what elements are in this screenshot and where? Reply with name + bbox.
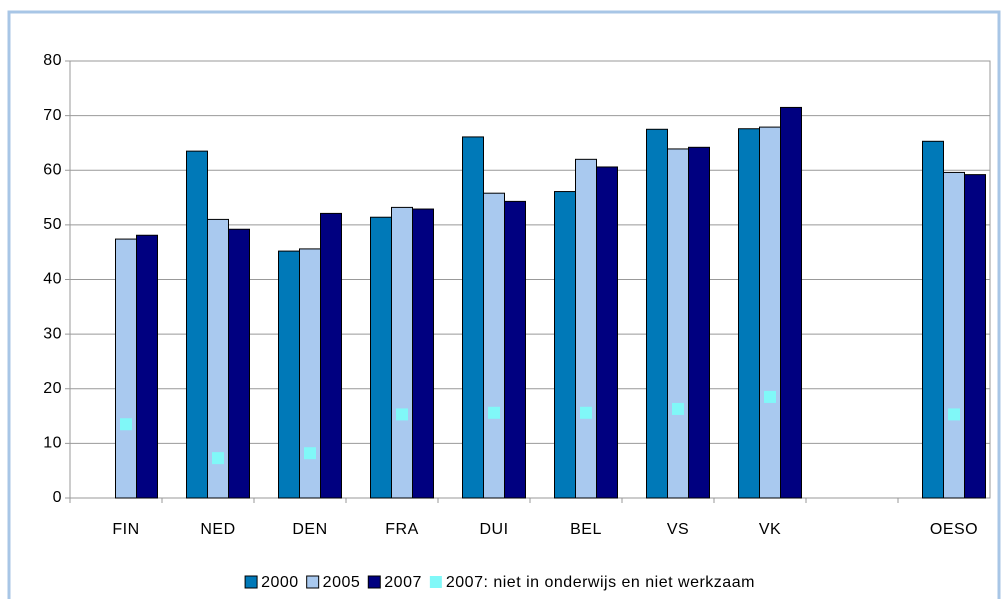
y-tick-label: 70 (43, 107, 62, 124)
y-tick-label: 40 (43, 271, 62, 288)
bar (320, 212, 342, 499)
legend-label: 2007 (384, 574, 422, 591)
bar (667, 148, 689, 499)
marker (672, 402, 684, 415)
bar (780, 106, 802, 499)
bar (504, 200, 526, 499)
x-tick-label: VK (759, 521, 781, 538)
bar (554, 191, 576, 499)
y-tick-label: 10 (43, 435, 62, 452)
y-tick-label: 20 (43, 380, 62, 397)
y-tick-label: 50 (43, 216, 62, 233)
bar (738, 128, 760, 499)
bar (483, 192, 505, 499)
marker (948, 408, 960, 421)
marker (120, 418, 132, 431)
x-tick-label: FRA (385, 521, 419, 538)
marker (580, 406, 592, 419)
marker (764, 390, 776, 403)
marker (396, 408, 408, 421)
y-tick-label: 80 (43, 52, 62, 69)
bar (115, 238, 137, 499)
legend-swatch (367, 575, 381, 589)
y-tick-label: 30 (43, 325, 62, 342)
bar (646, 128, 668, 499)
bar (575, 158, 597, 499)
legend-swatch (306, 575, 320, 589)
bar (299, 248, 321, 499)
legend-label: 2000 (261, 574, 299, 591)
marker (488, 406, 500, 419)
x-tick-label: OESO (930, 521, 978, 538)
bar (228, 228, 250, 499)
x-tick-label: DUI (479, 521, 508, 538)
bar (370, 216, 392, 499)
x-tick-label: FIN (112, 521, 139, 538)
marker (212, 452, 224, 465)
legend: 2000 2005 2007 2007: niet in onderwijs en n… (244, 574, 755, 591)
bar (922, 140, 944, 499)
bar (186, 150, 208, 499)
bar (278, 250, 300, 499)
bar (964, 174, 986, 499)
bar (462, 136, 484, 499)
bar (136, 234, 158, 499)
bar (596, 166, 618, 499)
y-tick-label: 60 (43, 161, 62, 178)
x-tick-label: BEL (570, 521, 602, 538)
marker (304, 447, 316, 460)
bar (688, 146, 710, 499)
x-tick-label: DEN (292, 521, 327, 538)
legend-label: 2007: niet in onderwijs en niet werkzaam (446, 574, 755, 591)
bar (759, 126, 781, 499)
legend-swatch (244, 575, 258, 589)
y-tick-label: 0 (53, 489, 62, 506)
x-tick-label: VS (667, 521, 689, 538)
bar (391, 206, 413, 499)
bar (412, 208, 434, 499)
legend-label: 2005 (323, 574, 361, 591)
bar (943, 171, 965, 499)
legend-swatch (429, 576, 442, 588)
x-tick-label: NED (200, 521, 235, 538)
